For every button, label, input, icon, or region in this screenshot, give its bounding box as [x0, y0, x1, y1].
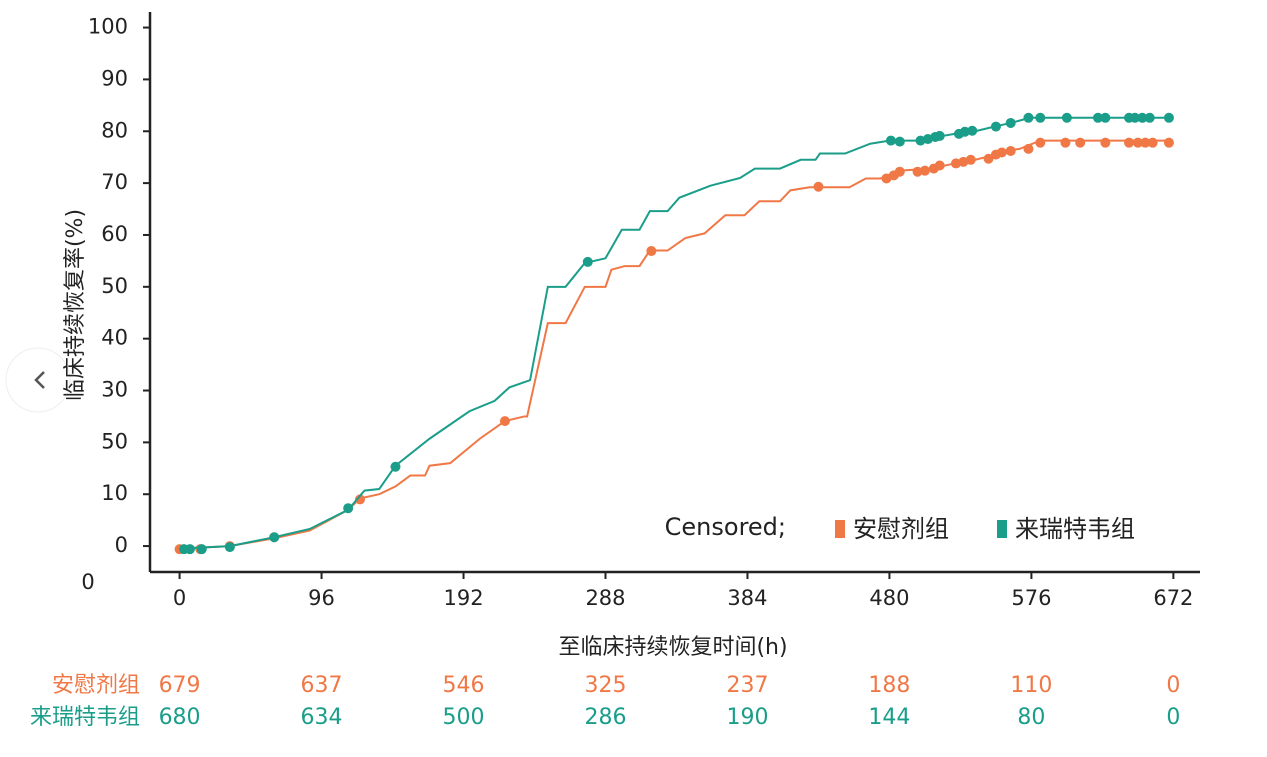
risk-count: 546	[443, 673, 485, 698]
censor-mark	[1060, 137, 1071, 148]
x-tick-label: 576	[1011, 586, 1051, 610]
nav-button[interactable]	[5, 347, 71, 413]
y-axis-title: 临床持续恢复率(%)	[63, 209, 88, 401]
censor-mark	[184, 544, 195, 555]
risk-count: 80	[1017, 705, 1045, 730]
legend-label: 来瑞特韦组	[1015, 515, 1135, 543]
censor-mark	[934, 160, 945, 171]
censor-mark	[1035, 112, 1046, 123]
nav-button-circle[interactable]	[5, 347, 71, 413]
legend-swatch	[835, 520, 845, 538]
y-tick-label: 100	[88, 15, 128, 39]
censor-mark	[390, 461, 401, 472]
censor-mark	[919, 165, 930, 176]
risk-count: 237	[726, 673, 768, 698]
censor-mark	[965, 154, 976, 165]
censor-mark	[885, 135, 896, 146]
censor-mark	[1100, 112, 1111, 123]
censor-mark	[1005, 145, 1016, 156]
y-tick-label: 80	[101, 118, 128, 142]
y-tick-label: 10	[101, 481, 128, 505]
censor-mark	[343, 503, 354, 514]
risk-row-label: 安慰剂组	[52, 673, 140, 698]
risk-count: 679	[159, 673, 201, 698]
censor-mark	[1144, 112, 1155, 123]
x-tick-label: 0	[173, 586, 186, 610]
censor-mark	[912, 166, 923, 177]
censor-mark	[1137, 112, 1148, 123]
risk-row-label: 来瑞特韦组	[30, 705, 140, 730]
censor-mark	[1147, 137, 1158, 148]
risk-count: 634	[301, 705, 343, 730]
x-tick-label: 672	[1153, 586, 1193, 610]
y-tick-label: 50	[101, 274, 128, 298]
risk-count: 0	[1166, 673, 1180, 698]
y-tick-label: 50	[101, 429, 128, 453]
risk-count: 188	[868, 673, 910, 698]
censor-mark	[582, 256, 593, 267]
censor-mark	[894, 166, 905, 177]
censor-mark	[1140, 137, 1151, 148]
censor-mark	[1061, 112, 1072, 123]
x-tick-label: 384	[727, 586, 767, 610]
censor-mark	[1075, 137, 1086, 148]
censor-mark	[1163, 112, 1174, 123]
origin-label: 0	[81, 570, 94, 594]
x-tick-label: 480	[869, 586, 909, 610]
x-tick-label: 288	[585, 586, 625, 610]
censor-mark	[1023, 143, 1034, 154]
censor-mark	[1092, 112, 1103, 123]
y-tick-label: 0	[115, 533, 128, 557]
y-tick-label: 70	[101, 170, 128, 194]
x-tick-label: 192	[443, 586, 483, 610]
km-curve	[179, 139, 1166, 550]
risk-count: 144	[868, 705, 910, 730]
risk-count: 500	[443, 705, 485, 730]
legend-swatch	[997, 520, 1007, 538]
chevron-icon[interactable]	[34, 371, 45, 389]
y-tick-label: 30	[101, 378, 128, 402]
x-axis-title: 至临床持续恢复时间(h)	[558, 635, 787, 660]
risk-count: 0	[1166, 705, 1180, 730]
risk-count: 637	[301, 673, 343, 698]
censor-mark	[959, 126, 970, 137]
x-tick-label: 96	[308, 586, 335, 610]
legend-label: 安慰剂组	[853, 515, 949, 543]
risk-count: 680	[159, 705, 201, 730]
censor-mark	[934, 130, 945, 141]
censor-mark	[355, 494, 365, 505]
censor-mark	[1129, 112, 1140, 123]
censor-mark	[1100, 137, 1111, 148]
censor-mark	[646, 246, 657, 257]
risk-count: 325	[584, 673, 626, 698]
censor-mark	[269, 532, 280, 543]
censor-mark	[1005, 117, 1016, 128]
censor-mark	[1163, 137, 1174, 148]
censor-mark	[1124, 137, 1135, 148]
censor-mark	[996, 147, 1007, 158]
censor-mark	[967, 125, 978, 136]
censor-mark	[990, 121, 1001, 132]
risk-count: 110	[1010, 673, 1052, 698]
legend-title: Censored;	[665, 513, 786, 541]
y-tick-label: 60	[101, 222, 128, 246]
y-tick-label: 40	[101, 326, 128, 350]
risk-count: 286	[584, 705, 626, 730]
censor-mark	[196, 544, 207, 555]
censor-mark	[224, 542, 235, 553]
km-curve	[179, 116, 1166, 550]
censor-mark	[983, 153, 994, 164]
censor-mark	[894, 136, 905, 147]
risk-count: 190	[726, 705, 768, 730]
y-tick-label: 90	[101, 66, 128, 90]
censor-mark	[1132, 137, 1143, 148]
censor-mark	[499, 416, 510, 427]
censor-mark	[1035, 137, 1046, 148]
censor-mark	[1023, 112, 1034, 123]
censor-mark	[813, 181, 824, 192]
